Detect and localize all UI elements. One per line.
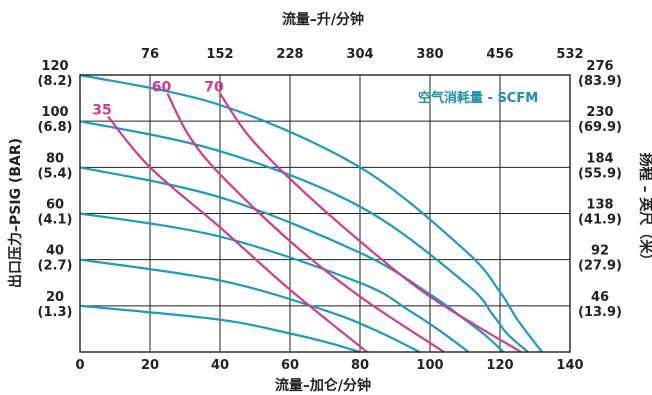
x2-tick-label: 228 [276,47,303,62]
y-tick-label-psi: 100 [41,105,68,120]
y2-tick-label-m: (69.9) [578,120,622,135]
air-curve-label-35: 35 [92,103,111,119]
air-curve-60 [166,93,445,353]
y2-tick-label-m: (83.9) [578,74,622,89]
y2-tick-label-ft: 46 [591,290,609,305]
plot-border [79,74,571,353]
x2-tick-label: 304 [346,47,373,62]
y2-tick-label-ft: 138 [586,198,613,213]
plot-frame [79,74,571,353]
y-tick-label-psi: 80 [46,151,64,166]
pressure-curve [79,212,470,353]
tick-labels: 0 20 40 60 80 100 120 140 76 152 228 304 380 456 532 20… [38,47,622,373]
y2-tick-label-m: (55.9) [578,166,622,181]
air-consumption-annotation: 空气消耗量 - SCFM [418,90,538,106]
air-curve-35 [107,115,368,353]
y-tick-label-psi: 20 [46,290,64,305]
x2-tick-label: 532 [556,47,583,62]
right-axis-title: 扬程 – 英尺（米） [637,153,652,268]
y-tick-label-psi: 60 [46,198,64,213]
air-consumption-curves: 35 60 70 [92,79,522,353]
left-axis-title: 出口压力–PSIG (BAR) [7,138,24,288]
x-tick-label: 60 [281,358,299,373]
top-axis-title: 流量–升/分钟 [282,11,364,28]
x-tick-label: 0 [75,358,84,373]
x2-tick-label: 380 [416,47,443,62]
y2-tick-label-ft: 184 [586,151,613,166]
y-tick-label-bar: (1.3) [38,305,73,320]
pressure-curve [79,258,420,353]
air-curve-label-60: 60 [152,79,172,95]
y2-tick-label-m: (41.9) [578,213,622,228]
x2-tick-label: 76 [141,47,159,62]
y-tick-label-bar: (5.4) [38,166,73,181]
air-curve-label-70: 70 [204,79,224,95]
air-curve-70 [219,92,522,353]
y2-tick-label-ft: 92 [591,244,609,259]
y-tick-label-psi: 120 [41,59,68,74]
x-tick-label: 20 [141,358,159,373]
x2-tick-label: 152 [206,47,233,62]
pressure-curve [79,304,361,354]
x-tick-label: 120 [486,358,513,373]
x-tick-label: 80 [351,358,369,373]
pressure-curve [79,120,529,353]
y-tick-label-bar: (6.8) [38,120,73,135]
y2-tick-label-ft: 276 [586,59,613,74]
grid [80,75,570,352]
y-tick-label-bar: (8.2) [38,74,73,89]
y2-tick-label-m: (13.9) [578,305,622,320]
x-tick-label: 100 [416,358,443,373]
pressure-curve [79,73,543,353]
x-tick-label: 40 [211,358,229,373]
y2-tick-label-m: (27.9) [578,259,622,274]
bottom-axis-title: 流量–加仑/分钟 [275,377,371,394]
y-tick-label-bar: (2.7) [38,259,73,274]
y-tick-label-bar: (4.1) [38,213,73,228]
x-tick-label: 140 [556,358,583,373]
y2-tick-label-ft: 230 [586,105,613,120]
y-tick-label-psi: 40 [46,244,64,259]
x2-tick-label: 456 [486,47,513,62]
